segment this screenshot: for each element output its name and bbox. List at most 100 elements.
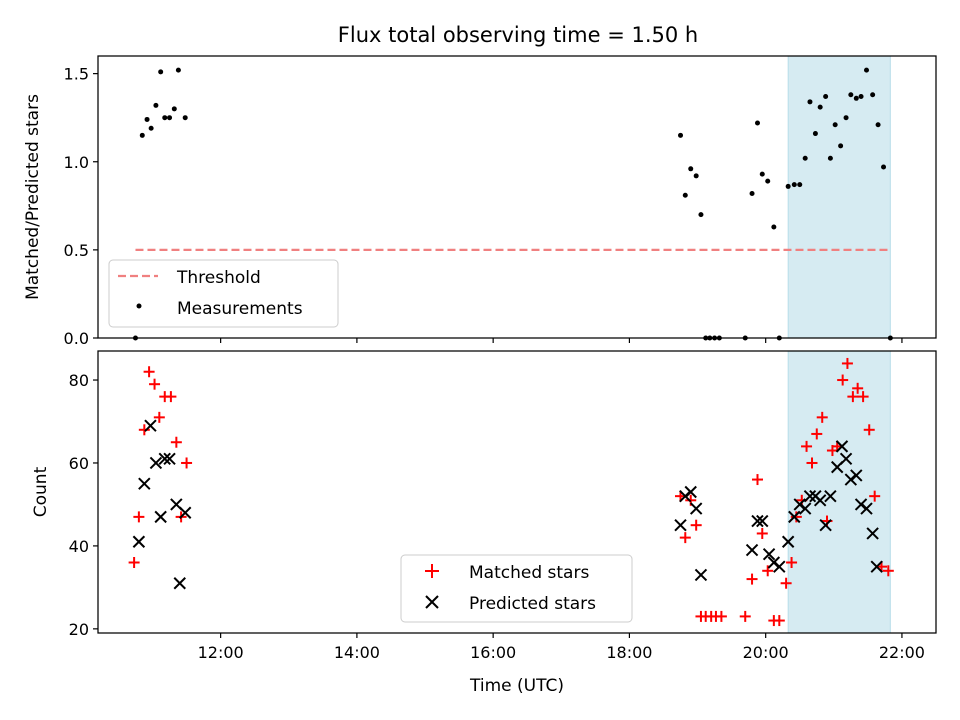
matched-star-point <box>847 391 859 403</box>
matched-star-point <box>857 391 869 403</box>
y-tick-top-label: 0.0 <box>64 329 89 348</box>
measurement-point <box>853 95 859 101</box>
matched-star-point <box>181 457 193 469</box>
measurement-point <box>693 173 699 179</box>
matched-star-point <box>133 511 145 523</box>
measurement-point <box>759 171 765 177</box>
legend-measurements-swatch <box>136 303 142 309</box>
matched-star-point <box>762 565 774 577</box>
measurement-point <box>827 155 833 161</box>
matched-star-point <box>128 557 140 568</box>
matched-star-point <box>746 573 758 585</box>
matched-star-point <box>149 378 161 390</box>
predicted-star-point <box>762 547 776 561</box>
matched-star-point <box>165 391 177 403</box>
x-tick-label: 22:00 <box>879 643 925 662</box>
legend-top: Threshold Measurements <box>108 259 339 328</box>
measurement-point <box>162 115 168 121</box>
count-marks <box>128 357 894 627</box>
measurement-point <box>153 102 159 108</box>
measurement-point <box>797 182 803 188</box>
matched-star-point <box>869 490 881 502</box>
matched-star-point <box>786 557 798 568</box>
matched-star-point <box>756 527 768 539</box>
y-axis-top: 0.0 0.5 1.0 1.5 <box>64 65 98 348</box>
y-tick-top-label: 0.5 <box>64 241 89 260</box>
predicted-star-point <box>178 506 192 519</box>
y-axis-bottom: 20 40 60 80 <box>69 371 98 639</box>
matched-star-point <box>806 457 818 469</box>
x-tick-label: 20:00 <box>743 643 789 662</box>
measurement-point <box>688 166 694 172</box>
predicted-star-point <box>773 560 786 573</box>
measurement-point <box>832 122 838 128</box>
matched-star-point <box>715 610 727 622</box>
x-ticks-top <box>220 338 903 343</box>
measurement-point <box>182 115 188 121</box>
x-tick-label: 12:00 <box>198 643 244 662</box>
measurement-point <box>148 125 154 131</box>
x-axis-bottom: 12:00 14:00 16:00 18:00 20:00 22:00 <box>198 633 925 662</box>
matched-star-point <box>852 382 864 394</box>
measurement-point <box>682 192 688 198</box>
predicted-star-point <box>158 452 171 466</box>
predicted-star-point <box>684 485 697 499</box>
predicted-star-point <box>870 560 883 573</box>
matched-star-point <box>816 411 828 423</box>
x-tick-label: 16:00 <box>470 643 516 662</box>
measurement-point <box>875 122 881 128</box>
ratio-marks <box>132 67 893 341</box>
chart-title: Flux total observing time = 1.50 h <box>338 23 698 47</box>
predicted-star-point <box>689 502 703 515</box>
matched-star-point <box>773 615 785 627</box>
measurement-point <box>171 106 177 112</box>
measurement-point <box>771 224 777 230</box>
predicted-star-point <box>860 502 873 515</box>
legend-measurements-label: Measurements <box>177 299 303 319</box>
matched-star-point <box>751 474 763 486</box>
matched-star-point <box>801 440 813 452</box>
predicted-star-point <box>751 514 764 528</box>
legend-predicted-swatch <box>425 595 439 609</box>
measurement-point <box>749 190 755 196</box>
measurement-point <box>864 67 870 73</box>
predicted-star-point <box>163 452 176 466</box>
matched-star-point <box>841 357 853 369</box>
measurement-point <box>158 69 164 75</box>
legend-matched-label: Matched stars <box>469 563 589 583</box>
measurement-point <box>144 116 150 122</box>
predicted-star-point <box>798 502 812 515</box>
measurement-point <box>167 115 173 121</box>
measurement-point <box>843 115 849 121</box>
measurement-point <box>765 178 771 184</box>
predicted-star-point <box>674 518 687 532</box>
matched-star-point <box>690 519 702 531</box>
legend-predicted-label: Predicted stars <box>469 594 596 614</box>
y-tick-bottom-label: 20 <box>69 620 89 639</box>
predicted-star-point <box>745 543 759 557</box>
predicted-star-point <box>788 510 801 524</box>
matched-star-point <box>739 610 751 622</box>
predicted-star-point <box>803 489 817 503</box>
matched-star-point <box>790 511 802 523</box>
x-tick-label: 18:00 <box>606 643 652 662</box>
y-tick-top-label: 1.5 <box>64 65 89 84</box>
legend-threshold-label: Threshold <box>176 268 261 288</box>
measurement-point <box>754 120 760 126</box>
y-axis-label-bottom: Count <box>31 466 51 517</box>
measurement-point <box>807 99 813 105</box>
matched-star-point <box>780 577 792 589</box>
measurement-point <box>791 182 797 188</box>
matched-star-point <box>837 374 849 386</box>
measurement-point <box>175 67 181 73</box>
legend-box-bottom <box>400 554 633 623</box>
x-tick-label: 14:00 <box>334 643 380 662</box>
matched-star-point <box>153 411 165 423</box>
predicted-star-point <box>173 577 186 590</box>
matched-star-point <box>882 565 894 577</box>
measurement-point <box>139 132 145 138</box>
matched-star-point <box>811 428 823 440</box>
predicted-star-point <box>694 568 708 582</box>
